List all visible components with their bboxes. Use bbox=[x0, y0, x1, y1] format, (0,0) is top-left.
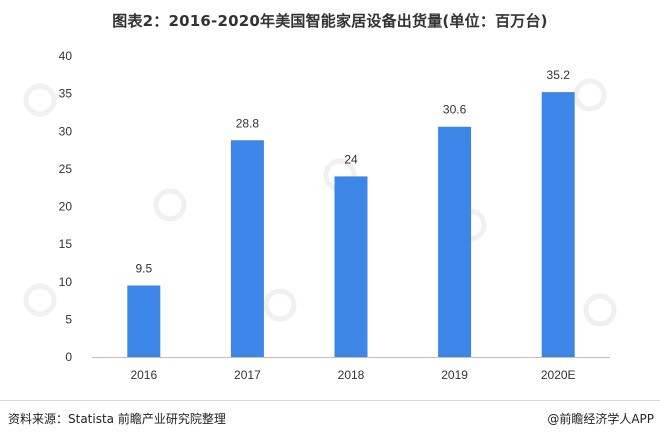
bar-2020E bbox=[541, 92, 575, 358]
bar-2019 bbox=[438, 126, 472, 357]
data-label: 30.6 bbox=[443, 103, 467, 117]
brand-credit: @前瞻经济学人APP bbox=[547, 412, 654, 426]
data-label: 9.5 bbox=[135, 262, 152, 276]
data-label: 35.2 bbox=[547, 68, 571, 82]
x-tick-label: 2017 bbox=[234, 368, 261, 382]
data-labels-group: 9.5 28.8 24 30.6 35.2 bbox=[135, 68, 570, 275]
y-tick-label: 10 bbox=[59, 275, 73, 289]
y-tick-label: 25 bbox=[59, 162, 73, 176]
x-tick-label: 2019 bbox=[441, 368, 468, 382]
watermark-layer bbox=[23, 78, 617, 327]
watermark-mark bbox=[23, 83, 57, 117]
y-tick-label: 20 bbox=[59, 200, 73, 214]
bar-2018 bbox=[334, 176, 368, 357]
watermark-mark bbox=[153, 188, 187, 222]
chart-title: 图表2：2016-2020年美国智能家居设备出货量(单位：百万台) bbox=[112, 12, 548, 30]
footer-divider bbox=[0, 400, 660, 401]
watermark-mark bbox=[583, 293, 617, 327]
watermark-mark bbox=[573, 78, 607, 112]
bar-2016 bbox=[127, 285, 161, 357]
x-tick-label: 2016 bbox=[130, 368, 157, 382]
x-axis-ticks: 2016 2017 2018 2019 2020E bbox=[130, 368, 575, 382]
bar-2017 bbox=[230, 140, 264, 357]
x-tick-label: 2018 bbox=[338, 368, 365, 382]
source-note: 资料来源：Statista 前瞻产业研究院整理 bbox=[8, 412, 226, 426]
watermark-mark bbox=[23, 283, 57, 317]
y-tick-label: 0 bbox=[65, 350, 72, 364]
x-tick-label: 2020E bbox=[541, 368, 576, 382]
y-axis-ticks: 0 5 10 15 20 25 30 35 40 bbox=[59, 49, 73, 364]
watermark-mark bbox=[263, 288, 297, 322]
data-label: 28.8 bbox=[236, 116, 260, 130]
data-label: 24 bbox=[344, 152, 358, 166]
y-tick-label: 30 bbox=[59, 124, 73, 138]
y-tick-label: 15 bbox=[59, 237, 73, 251]
bars-group bbox=[127, 92, 575, 358]
y-tick-label: 40 bbox=[59, 49, 73, 63]
y-tick-label: 5 bbox=[65, 312, 72, 326]
y-tick-label: 35 bbox=[59, 87, 73, 101]
